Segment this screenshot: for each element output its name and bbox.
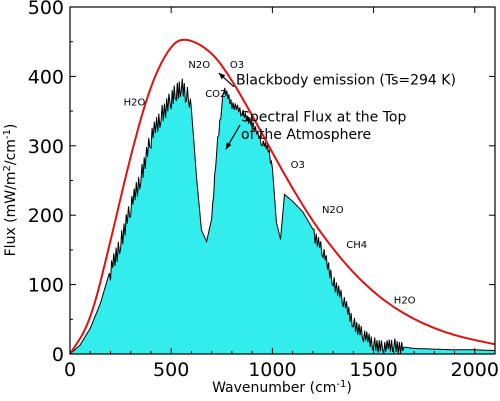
annotation-label: N2O [188, 60, 210, 71]
x-axis-title: Wavenumber (cm-1) [212, 379, 352, 396]
spectral-flux-line [70, 78, 495, 354]
x-tick-label: 500 [153, 359, 189, 381]
x-tick-label: 2000 [451, 359, 499, 381]
annotation-label: CO2 [205, 89, 226, 100]
spectral-flux-arrow [225, 124, 241, 150]
y-tick-label: 500 [28, 0, 64, 19]
y-axis: 0 100 200 300 400 500 [28, 0, 495, 366]
annotation-label: H2O [124, 98, 146, 109]
annotation-label: N2O [322, 205, 344, 216]
y-tick-label: 300 [28, 136, 64, 158]
x-axis: 0 500 1000 1500 2000 [64, 7, 499, 381]
blackbody-arrow [218, 72, 235, 88]
annotations: H2O N2O O3 CO2 Blackbody emission (Ts=294 K)… [124, 60, 456, 306]
y-tick-label: 100 [28, 275, 64, 297]
x-tick-label: 1000 [248, 359, 296, 381]
annotation-label: Spectral Flux at the Top [241, 110, 406, 126]
annotation-arrows [218, 72, 241, 150]
annotation-label: CH4 [346, 240, 367, 251]
annotation-label: Blackbody emission (Ts=294 K) [236, 73, 456, 89]
y-axis-title: Flux (mW/m2/cm-1) [2, 124, 19, 257]
blackbody-curve [70, 38, 495, 354]
annotation-label: of the Atmosphere [241, 127, 371, 143]
spectral-flux-area [70, 78, 495, 354]
y-tick-label: 400 [28, 66, 64, 88]
plot-area [70, 38, 495, 354]
x-tick-label: 0 [64, 359, 76, 381]
annotation-label: O3 [230, 60, 244, 71]
annotation-label: H2O [394, 295, 416, 306]
y-tick-label: 0 [52, 344, 64, 366]
y-tick-label: 200 [28, 205, 64, 227]
x-tick-label: 1500 [349, 359, 397, 381]
annotation-label: O3 [291, 160, 305, 171]
